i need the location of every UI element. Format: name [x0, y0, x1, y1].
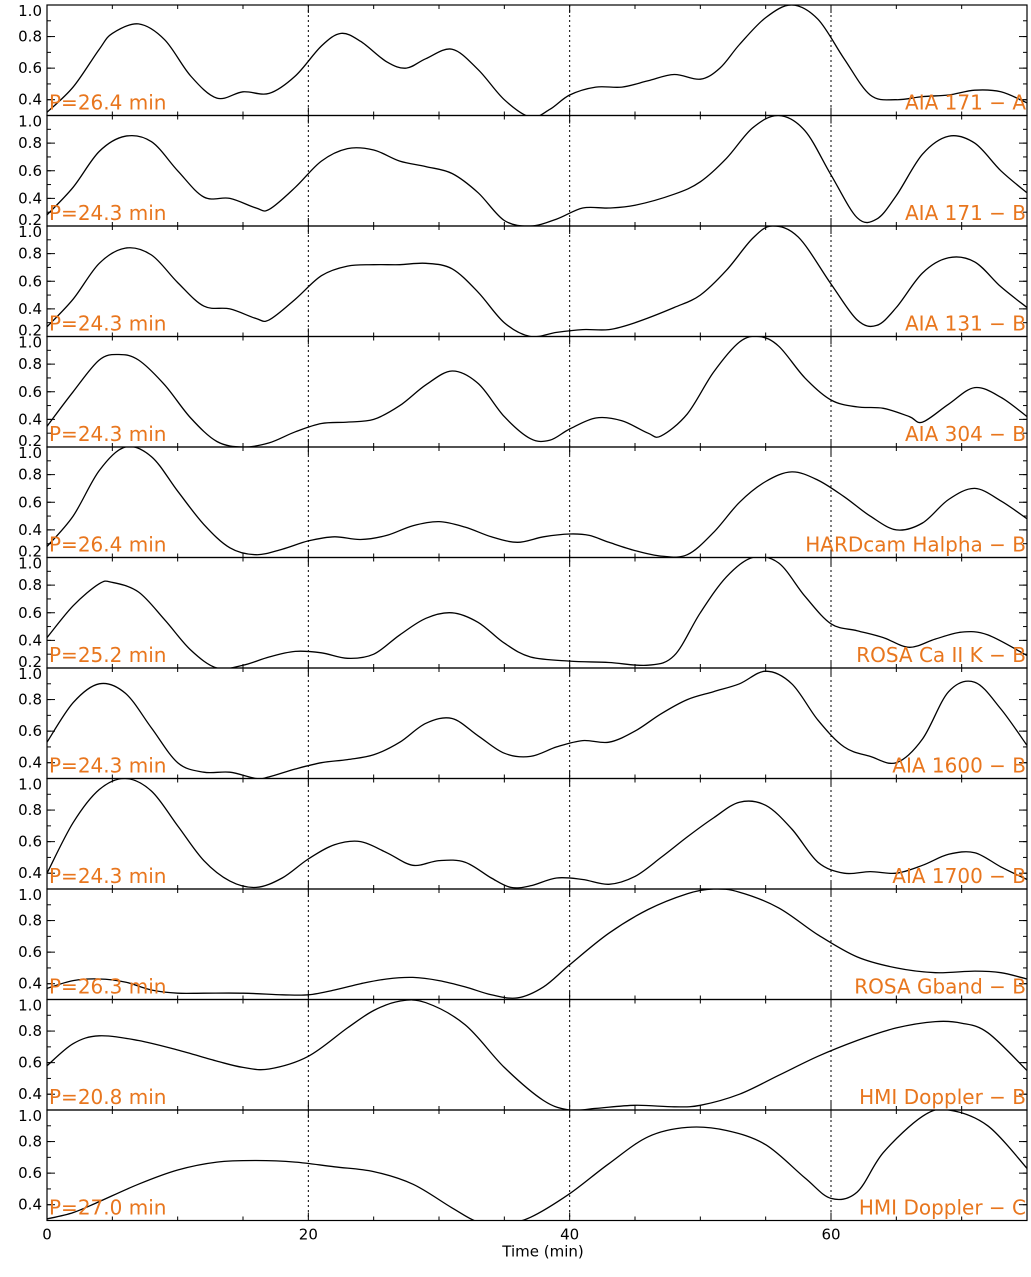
series-line — [47, 226, 1027, 337]
y-tick-label: 0.4 — [18, 754, 42, 772]
y-tick-label: 0.6 — [18, 604, 42, 622]
panel-frame — [46, 335, 1028, 448]
y-tick-label: 0.6 — [18, 493, 42, 511]
series-name-label: AIA 1600 − B — [892, 754, 1026, 778]
period-label: P=24.3 min — [49, 754, 166, 778]
series-name-label: AIA 171 − A — [905, 91, 1026, 115]
y-tick-label: 1.0 — [18, 113, 42, 131]
y-tick-label: 1.0 — [18, 223, 42, 241]
y-tick-label: 1.0 — [18, 997, 42, 1015]
x-axis-title: Time (min) — [501, 1243, 583, 1261]
y-tick-label: 0.6 — [18, 833, 42, 851]
panel-frame — [46, 225, 1028, 338]
period-label: P=20.8 min — [49, 1085, 166, 1109]
series-line — [47, 336, 1027, 447]
series-line — [47, 670, 1027, 779]
panel-frame — [46, 1109, 1028, 1222]
period-label: P=24.3 min — [49, 864, 166, 888]
period-label: P=24.3 min — [49, 422, 166, 446]
period-label: P=24.3 min — [49, 312, 166, 336]
x-tick-label: 40 — [560, 1226, 579, 1244]
y-tick-label: 1.0 — [18, 444, 42, 462]
y-tick-label: 0.6 — [18, 1164, 42, 1182]
period-label: P=27.0 min — [49, 1196, 166, 1220]
y-tick-label: 0.8 — [18, 1133, 42, 1151]
y-tick-label: 1.0 — [18, 1107, 42, 1125]
y-tick-label: 1.0 — [18, 334, 42, 352]
y-tick-label: 0.4 — [18, 864, 42, 882]
y-tick-label: 0.2 — [18, 653, 42, 671]
y-tick-label: 0.4 — [18, 631, 42, 649]
y-tick-label: 1.0 — [18, 2, 42, 20]
panel-frame — [46, 114, 1028, 227]
series-line — [47, 447, 1027, 558]
y-tick-label: 0.8 — [18, 1022, 42, 1040]
series-name-label: ROSA Gband − B — [854, 975, 1026, 999]
y-tick-label: 1.0 — [18, 776, 42, 794]
y-tick-label: 0.6 — [18, 162, 42, 180]
y-tick-label: 1.0 — [18, 555, 42, 573]
series-line — [47, 115, 1027, 226]
series-name-label: AIA 131 − B — [905, 312, 1026, 336]
period-label: P=26.4 min — [49, 91, 166, 115]
series-line — [47, 778, 1027, 889]
y-tick-label: 0.6 — [18, 383, 42, 401]
y-tick-label: 0.4 — [18, 189, 42, 207]
y-tick-label: 1.0 — [18, 665, 42, 683]
y-tick-label: 0.8 — [18, 801, 42, 819]
y-tick-label: 0.8 — [18, 912, 42, 930]
panel-frame — [46, 667, 1028, 780]
y-tick-label: 0.4 — [18, 410, 42, 428]
period-label: P=24.3 min — [49, 201, 166, 225]
period-label: P=26.3 min — [49, 975, 166, 999]
y-tick-label: 0.4 — [18, 1085, 42, 1103]
y-tick-label: 0.6 — [18, 722, 42, 740]
y-tick-label: 0.4 — [18, 1196, 42, 1214]
y-tick-label: 0.6 — [18, 272, 42, 290]
series-line — [47, 889, 1027, 999]
y-tick-label: 0.6 — [18, 943, 42, 961]
y-tick-label: 0.8 — [18, 466, 42, 484]
y-tick-label: 0.8 — [18, 355, 42, 373]
period-label: P=26.4 min — [49, 533, 166, 557]
series-name-label: HMI Doppler − C — [859, 1196, 1026, 1220]
y-tick-label: 0.8 — [18, 245, 42, 263]
series-name-label: HARDcam Halpha − B — [805, 533, 1026, 557]
series-line — [47, 5, 1027, 116]
period-label: P=25.2 min — [49, 643, 166, 667]
y-tick-label: 0.6 — [18, 59, 42, 77]
series-name-label: HMI Doppler − B — [859, 1085, 1026, 1109]
y-tick-label: 0.2 — [18, 543, 42, 561]
y-tick-label: 0.8 — [18, 576, 42, 594]
y-tick-label: 0.6 — [18, 1054, 42, 1072]
y-tick-label: 0.4 — [18, 91, 42, 109]
y-tick-label: 0.4 — [18, 300, 42, 318]
y-tick-label: 0.4 — [18, 521, 42, 539]
series-line — [47, 1110, 1027, 1221]
x-tick-label: 20 — [299, 1226, 318, 1244]
series-name-label: AIA 1700 − B — [892, 864, 1026, 888]
y-tick-label: 0.8 — [18, 28, 42, 46]
series-line — [47, 999, 1027, 1110]
y-tick-label: 1.0 — [18, 886, 42, 904]
y-tick-label: 0.2 — [18, 211, 42, 229]
series-name-label: AIA 171 − B — [905, 201, 1026, 225]
y-tick-label: 0.8 — [18, 691, 42, 709]
y-tick-label: 0.4 — [18, 975, 42, 993]
y-tick-label: 0.8 — [18, 134, 42, 152]
series-name-label: ROSA Ca II K − B — [856, 643, 1026, 667]
x-tick-label: 60 — [821, 1226, 840, 1244]
x-tick-label: 0 — [42, 1226, 52, 1244]
series-line — [47, 557, 1027, 668]
series-name-label: AIA 304 − B — [905, 422, 1026, 446]
y-tick-label: 0.2 — [18, 432, 42, 450]
y-tick-label: 0.2 — [18, 322, 42, 340]
